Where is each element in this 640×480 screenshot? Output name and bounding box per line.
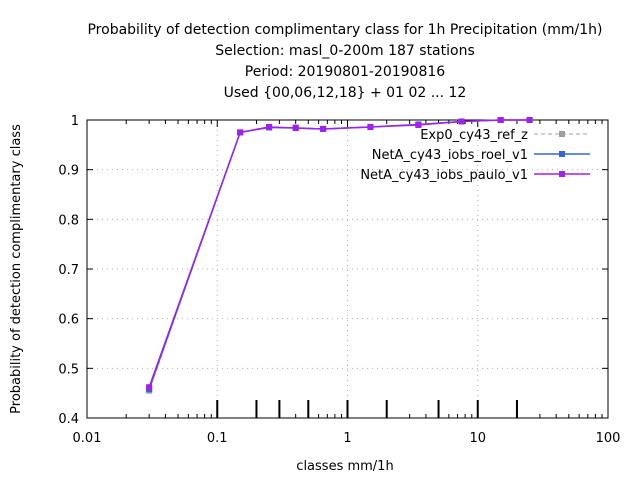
title-line-2: Selection: masl_0-200m 187 stations <box>215 43 475 59</box>
x-tick-label: 10 <box>469 431 486 446</box>
data-point <box>320 125 327 132</box>
legend-label: NetA_cy43_iobs_roel_v1 <box>372 148 528 163</box>
legend-label: Exp0_cy43_ref_z <box>420 128 528 143</box>
chart-title: Probability of detection complimentary c… <box>87 22 602 101</box>
title-line-3: Period: 20190801-20190816 <box>245 64 445 80</box>
x-tick-label: 100 <box>596 431 621 446</box>
y-tick-label: 1 <box>71 114 79 129</box>
y-tick-label: 0.7 <box>58 263 79 278</box>
x-tick-label: 0.1 <box>207 431 228 446</box>
data-point <box>526 117 533 123</box>
x-tick-label: 1 <box>343 431 351 446</box>
y-tick-label: 0.9 <box>58 164 79 179</box>
y-axis-label: Probability of detection complimentary c… <box>9 124 24 414</box>
series-line <box>148 119 530 388</box>
data-point <box>497 117 504 123</box>
grid <box>87 120 608 418</box>
data-point <box>415 121 422 128</box>
legend-marker <box>559 151 565 157</box>
x-tick-label: 0.01 <box>73 431 102 446</box>
data-point <box>237 129 244 136</box>
title-line-4: Used {00,06,12,18} + 01 02 ... 12 <box>224 85 467 101</box>
legend-label: NetA_cy43_iobs_paulo_v1 <box>360 168 528 183</box>
data-point <box>367 123 374 130</box>
legend-marker <box>559 131 565 137</box>
series-group <box>146 117 533 394</box>
legend-marker <box>559 171 565 177</box>
y-tick-label: 0.6 <box>58 313 79 328</box>
data-point <box>292 124 299 131</box>
y-tick-label: 0.5 <box>58 362 79 377</box>
y-tick-label: 0.4 <box>58 412 79 427</box>
legend: Exp0_cy43_ref_z NetA_cy43_iobs_roel_v1 Net… <box>360 128 590 183</box>
x-axis-label: classes mm/1h <box>296 459 393 474</box>
title-line-1: Probability of detection complimentary c… <box>87 22 602 38</box>
data-point <box>146 384 153 391</box>
data-point <box>266 123 273 130</box>
data-point <box>458 118 465 125</box>
y-tick-label: 0.8 <box>58 213 79 228</box>
axis-ticks: 0.4 0.5 0.6 0.7 0.8 0.9 1 0.01 0.1 1 10 100 <box>58 114 620 446</box>
